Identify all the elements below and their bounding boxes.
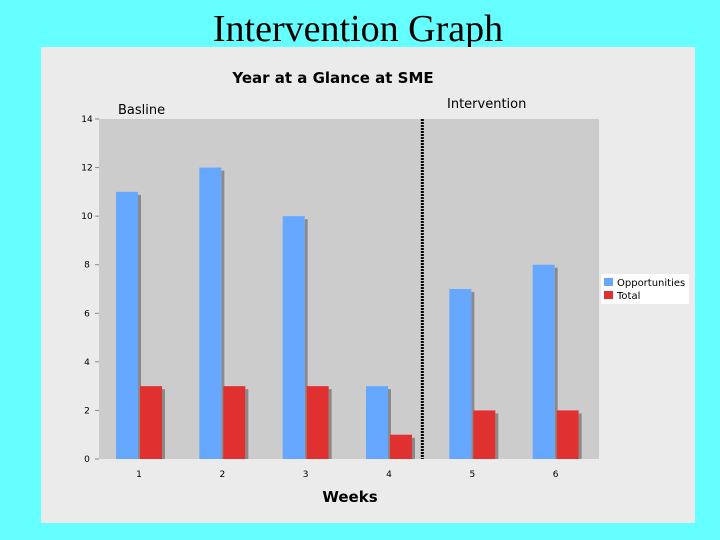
bar-shadow (471, 292, 475, 459)
y-tick-label: 12 (81, 164, 92, 174)
legend-label: Total (616, 291, 640, 302)
chart-title: Year at a Glance at SME (231, 69, 433, 87)
y-tick-label: 8 (84, 261, 90, 271)
chart-panel: Year at a Glance at SME 0 2 4 6 8 10 12 14 1 2 3 4 5 6… (41, 47, 695, 523)
y-tick-label: 0 (84, 455, 90, 465)
slide-title: Intervention Graph (212, 8, 504, 50)
x-tick-label: 2 (219, 470, 225, 480)
bar-opportunities-week-6 (532, 264, 555, 459)
x-tick-label: 1 (136, 470, 142, 480)
phase-label-baseline: Basline (118, 103, 165, 118)
y-tick-label: 6 (84, 309, 90, 319)
bar-opportunities-week-1 (116, 191, 138, 459)
bar-total-week-3 (306, 386, 329, 459)
y-tick-label: 2 (84, 406, 90, 416)
bar-shadow (221, 170, 225, 460)
y-tick-label: 14 (81, 115, 93, 125)
legend-swatch (604, 291, 613, 299)
y-tick-label: 10 (81, 212, 93, 222)
bar-shadow (578, 413, 582, 459)
y-tick-label: 4 (84, 358, 90, 368)
bar-shadow (495, 413, 499, 459)
bar-total-week-1 (140, 386, 162, 459)
bar-total-week-2 (223, 386, 246, 459)
legend: Opportunities Total (601, 274, 689, 304)
phase-label-intervention: Intervention (447, 97, 526, 112)
bar-shadow (138, 194, 141, 459)
bar-opportunities-week-5 (449, 289, 472, 459)
bar-shadow (554, 267, 558, 459)
x-tick-label: 5 (469, 470, 475, 480)
bar-shadow (162, 389, 165, 459)
bar-shadow (412, 437, 415, 459)
legend-label: Opportunities (617, 278, 685, 289)
bar-opportunities-week-4 (366, 386, 388, 459)
x-axis-title: Weeks (322, 488, 377, 506)
bar-total-week-4 (390, 434, 412, 459)
bar-shadow (245, 389, 249, 459)
legend-swatch (604, 278, 613, 286)
x-tick-label: 4 (386, 470, 392, 480)
bar-shadow (328, 389, 332, 459)
bar-total-week-6 (556, 410, 579, 459)
bar-opportunities-week-2 (199, 167, 222, 460)
bar-total-week-5 (473, 410, 496, 459)
bar-opportunities-week-3 (282, 216, 305, 459)
x-tick-label: 6 (553, 470, 559, 480)
legend-box (601, 274, 689, 304)
plot-area (99, 119, 599, 459)
x-tick-label: 3 (303, 470, 309, 480)
bar-shadow (304, 219, 308, 459)
bar-shadow (388, 389, 391, 459)
